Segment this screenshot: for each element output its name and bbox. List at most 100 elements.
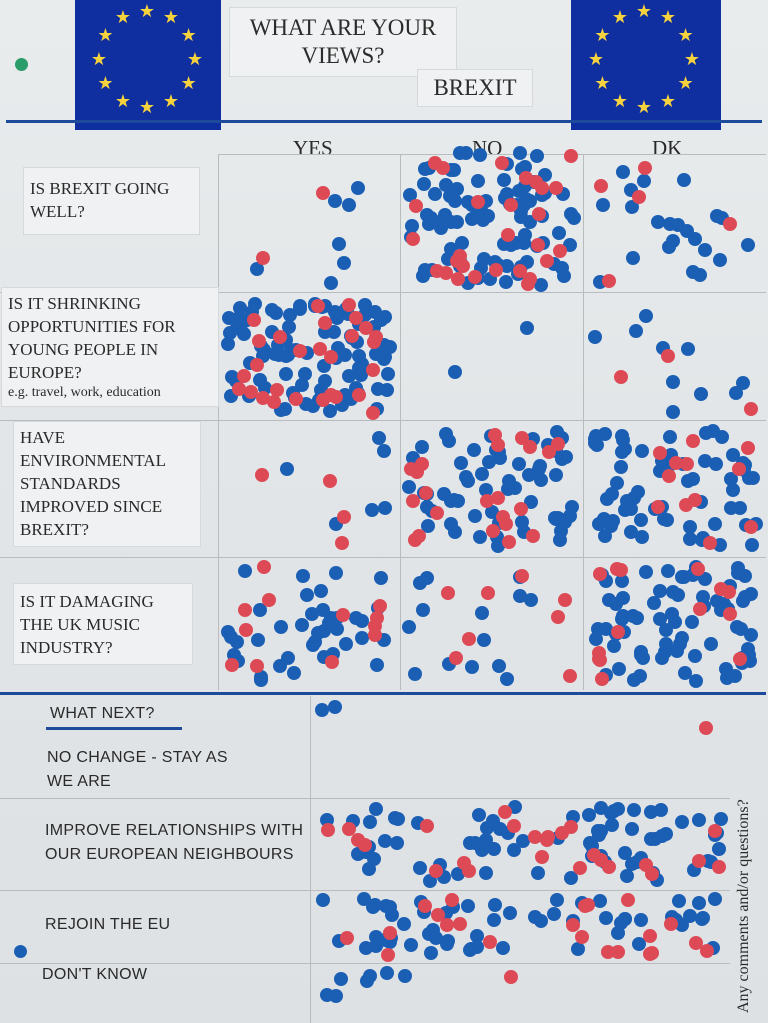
blue-sticker-dot [305, 606, 320, 621]
blue-sticker-dot [688, 649, 703, 664]
blue-sticker-dot [371, 382, 386, 397]
blue-sticker-dot [337, 348, 352, 363]
blue-sticker-dot [492, 659, 507, 674]
red-sticker-dot [572, 860, 587, 875]
blue-sticker-dot [652, 583, 667, 598]
red-sticker-dot [642, 928, 657, 943]
blue-sticker-dot [633, 913, 648, 928]
blue-sticker-dot [713, 252, 728, 267]
blue-sticker-dot [588, 429, 603, 444]
blue-sticker-dot [468, 508, 483, 523]
red-sticker-dot [266, 395, 281, 410]
red-sticker-dot [449, 651, 464, 666]
blue-sticker-dot [694, 387, 709, 402]
question-3: HAVE ENVIRONMENTAL STANDARDS IMPROVED SI… [14, 422, 200, 546]
red-sticker-dot [461, 631, 476, 646]
star-icon: ★ [97, 25, 114, 46]
blue-sticker-dot [498, 274, 513, 289]
question-1-label: IS BREXIT GOING WELL? [30, 179, 170, 221]
blue-sticker-dot [414, 440, 429, 455]
subtitle: BREXIT [433, 75, 517, 100]
red-sticker-dot [557, 593, 572, 608]
blue-sticker-dot [691, 896, 706, 911]
red-sticker-dot [368, 628, 383, 643]
red-sticker-dot [237, 369, 252, 384]
blue-sticker-dot [655, 829, 670, 844]
blue-sticker-dot [486, 814, 501, 829]
title-card: WHAT ARE YOUR VIEWS? [230, 8, 456, 76]
red-sticker-dot [650, 499, 665, 514]
title-line-1: WHAT ARE YOUR [249, 15, 437, 40]
grid-line [583, 154, 584, 690]
blue-sticker-dot [323, 403, 338, 418]
blue-sticker-dot [470, 929, 485, 944]
red-sticker-dot [315, 185, 330, 200]
blue-sticker-dot [665, 374, 680, 389]
blue-sticker-dot [612, 662, 627, 677]
blue-sticker-dot [471, 173, 486, 188]
red-sticker-dot [593, 566, 608, 581]
red-sticker-dot [529, 174, 543, 189]
grid-line [400, 154, 401, 690]
red-sticker-dot [744, 402, 759, 417]
red-sticker-dot [668, 456, 683, 471]
red-sticker-dot [631, 190, 646, 205]
blue-sticker-dot [549, 425, 564, 440]
blue-sticker-dot [403, 937, 418, 952]
red-sticker-dot [539, 254, 554, 269]
blue-sticker-dot [746, 470, 761, 485]
blue-sticker-dot [461, 474, 476, 489]
blue-sticker-dot [447, 524, 462, 539]
question-2: IS IT SHRINKING OPPORTUNITIES FOR YOUNG … [2, 288, 218, 406]
blue-sticker-dot [341, 197, 356, 212]
blue-sticker-dot [529, 149, 544, 164]
red-sticker-dot [563, 149, 578, 164]
blue-sticker-dot [265, 303, 280, 318]
blue-sticker-dot [416, 177, 431, 192]
red-sticker-dot [367, 334, 382, 349]
red-sticker-dot [692, 854, 707, 868]
red-sticker-dot [429, 863, 444, 878]
red-sticker-dot [357, 837, 372, 852]
blue-sticker-dot [254, 669, 269, 684]
red-sticker-dot [732, 462, 747, 477]
blue-sticker-dot [698, 426, 713, 441]
red-sticker-dot [479, 494, 494, 509]
blue-sticker-dot [632, 936, 647, 951]
red-sticker-dot [249, 358, 264, 373]
red-sticker-dot [406, 493, 421, 508]
red-sticker-dot [439, 265, 454, 280]
blue-sticker-dot [334, 972, 349, 987]
red-sticker-dot [574, 929, 589, 944]
red-sticker-dot [699, 721, 714, 736]
red-sticker-dot [430, 506, 445, 521]
red-sticker-dot [323, 473, 338, 488]
red-sticker-dot [406, 232, 421, 247]
red-sticker-dot [687, 493, 702, 508]
red-sticker-dot [722, 217, 737, 232]
blue-sticker-dot [475, 842, 490, 857]
question-2-label: IS IT SHRINKING OPPORTUNITIES FOR YOUNG … [8, 294, 176, 382]
blue-sticker-dot [592, 516, 607, 531]
red-sticker-dot [329, 389, 344, 404]
red-sticker-dot [562, 669, 577, 684]
blue-sticker-dot [659, 512, 674, 527]
blue-sticker-dot [450, 494, 465, 509]
red-sticker-dot [366, 405, 381, 420]
blue-sticker-dot [549, 892, 564, 907]
blue-sticker-dot [698, 572, 713, 587]
blue-sticker-dot [377, 352, 392, 367]
red-sticker-dot [420, 818, 435, 833]
blue-sticker-dot [678, 665, 693, 680]
blue-sticker-dot [514, 203, 529, 218]
blue-sticker-dot [295, 618, 310, 633]
blue-sticker-dot [247, 296, 262, 311]
star-icon: ★ [186, 49, 204, 70]
blue-sticker-dot [278, 367, 293, 382]
red-sticker-dot [440, 585, 455, 600]
blue-sticker-dot [598, 528, 613, 543]
red-sticker-dot [660, 348, 675, 363]
red-sticker-dot [548, 180, 563, 195]
blue-sticker-dot [296, 568, 311, 583]
red-sticker-dot [594, 852, 609, 867]
